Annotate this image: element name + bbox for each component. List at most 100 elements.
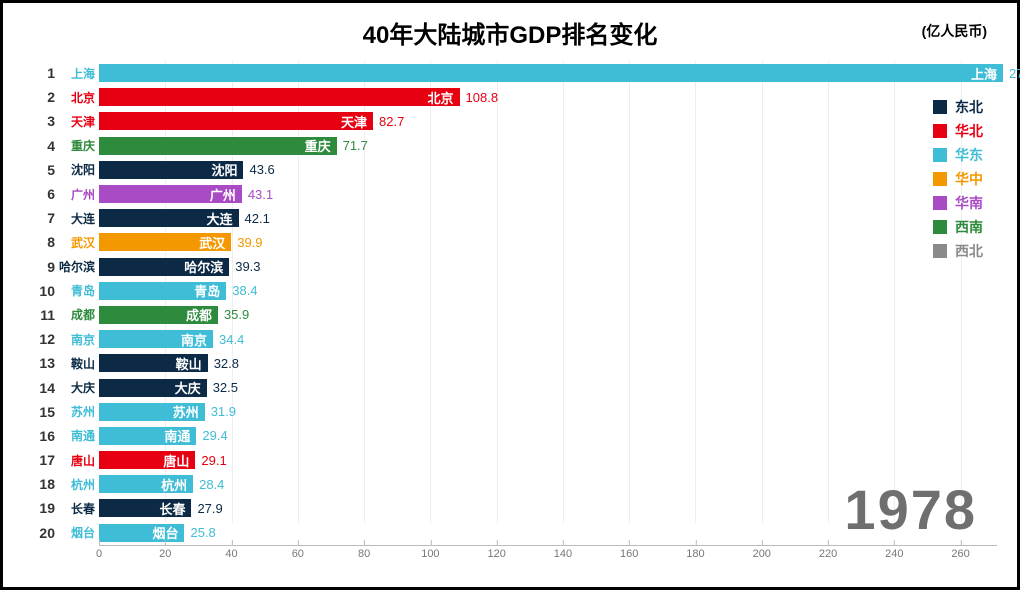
legend-item: 华北 xyxy=(933,119,983,143)
bar-value: 34.4 xyxy=(213,330,244,348)
bar: 哈尔滨 xyxy=(99,258,229,276)
city-label: 青岛 xyxy=(55,282,99,299)
bar-track: 苏州31.9 xyxy=(99,403,997,421)
x-tick: 40 xyxy=(225,542,237,560)
legend-item: 西南 xyxy=(933,215,983,239)
bar-track: 南通29.4 xyxy=(99,427,997,445)
rank-number: 19 xyxy=(31,500,55,516)
x-tick: 140 xyxy=(554,542,572,560)
x-tick: 100 xyxy=(421,542,439,560)
bar-track: 北京108.8 xyxy=(99,88,997,106)
bar-value: 43.6 xyxy=(243,161,274,179)
bar-value: 82.7 xyxy=(373,112,404,130)
city-label: 哈尔滨 xyxy=(55,258,99,275)
x-tick: 180 xyxy=(686,542,704,560)
rank-number: 10 xyxy=(31,283,55,299)
bar-value: 71.7 xyxy=(337,137,368,155)
bar-value: 39.9 xyxy=(231,233,262,251)
city-label: 成都 xyxy=(55,306,99,323)
legend-label: 华南 xyxy=(955,193,983,213)
legend-label: 华东 xyxy=(955,145,983,165)
city-label: 上海 xyxy=(55,65,99,82)
bar: 苏州 xyxy=(99,403,205,421)
bar-value: 32.5 xyxy=(207,379,238,397)
bar: 成都 xyxy=(99,306,218,324)
city-label: 武汉 xyxy=(55,234,99,251)
bar-value: 29.4 xyxy=(196,427,227,445)
legend-label: 华北 xyxy=(955,121,983,141)
bar: 南通 xyxy=(99,427,196,445)
bar-row: 14大庆大庆32.5 xyxy=(31,375,997,399)
bar-value: 25.8 xyxy=(184,524,215,542)
rank-number: 20 xyxy=(31,525,55,541)
legend-item: 华东 xyxy=(933,143,983,167)
x-axis: 020406080100120140160180200220240260 xyxy=(99,545,997,567)
bar-value: 272.8 xyxy=(1003,64,1020,82)
city-label: 广州 xyxy=(55,186,99,203)
bar-row: 16 南通南通29.4 xyxy=(31,424,997,448)
bar-track: 大庆32.5 xyxy=(99,379,997,397)
bar-row: 9哈尔滨哈尔滨39.3 xyxy=(31,255,997,279)
bar-value: 38.4 xyxy=(226,282,257,300)
rank-number: 16 xyxy=(31,428,55,444)
city-label: 沈阳 xyxy=(55,161,99,178)
rank-number: 17 xyxy=(31,452,55,468)
bar-row: 13鞍山鞍山32.8 xyxy=(31,351,997,375)
legend-swatch xyxy=(933,100,947,114)
city-label: 杭州 xyxy=(55,476,99,493)
bar-track: 重庆71.7 xyxy=(99,137,997,155)
legend-item: 华南 xyxy=(933,191,983,215)
x-tick: 220 xyxy=(819,542,837,560)
bar-row: 6广州广州43.1 xyxy=(31,182,997,206)
bar-track: 天津82.7 xyxy=(99,112,997,130)
x-tick: 80 xyxy=(358,542,370,560)
bar-value: 42.1 xyxy=(239,209,270,227)
bar-track: 武汉39.9 xyxy=(99,233,997,251)
bar-track: 成都35.9 xyxy=(99,306,997,324)
bar: 沈阳 xyxy=(99,161,243,179)
rank-number: 8 xyxy=(31,234,55,250)
rank-number: 11 xyxy=(31,307,55,323)
bar-row: 17唐山唐山29.1 xyxy=(31,448,997,472)
legend-label: 西北 xyxy=(955,241,983,261)
legend-swatch xyxy=(933,244,947,258)
bar: 烟台 xyxy=(99,524,184,542)
bar-value: 39.3 xyxy=(229,258,260,276)
x-tick: 200 xyxy=(753,542,771,560)
bar-row: 1上海上海272.8 xyxy=(31,61,997,85)
city-label: 大连 xyxy=(55,210,99,227)
bar-row: 5沈阳沈阳43.6 xyxy=(31,158,997,182)
bar-row: 10青岛青岛38.4 xyxy=(31,279,997,303)
rank-number: 3 xyxy=(31,113,55,129)
bar: 青岛 xyxy=(99,282,226,300)
bar-row: 12南京南京34.4 xyxy=(31,327,997,351)
bar: 唐山 xyxy=(99,451,195,469)
legend-label: 西南 xyxy=(955,217,983,237)
rank-number: 15 xyxy=(31,404,55,420)
x-tick: 160 xyxy=(620,542,638,560)
rank-number: 5 xyxy=(31,162,55,178)
rank-number: 14 xyxy=(31,380,55,396)
city-label: 苏州 xyxy=(55,403,99,420)
rank-number: 13 xyxy=(31,355,55,371)
legend-label: 华中 xyxy=(955,169,983,189)
bar-row: 4重庆重庆71.7 xyxy=(31,134,997,158)
legend-swatch xyxy=(933,124,947,138)
bar-value: 35.9 xyxy=(218,306,249,324)
city-label: 北京 xyxy=(55,89,99,106)
x-tick: 120 xyxy=(487,542,505,560)
bar-track: 大连42.1 xyxy=(99,209,997,227)
legend: 东北华北华东华中华南西南西北 xyxy=(933,95,983,263)
bar-row: 11成都成都35.9 xyxy=(31,303,997,327)
city-label: 南京 xyxy=(55,331,99,348)
legend-item: 西北 xyxy=(933,239,983,263)
bar: 北京 xyxy=(99,88,460,106)
x-tick: 260 xyxy=(951,542,969,560)
bars-container: 1上海上海272.82北京北京108.83天津天津82.74重庆重庆71.75沈… xyxy=(31,61,997,545)
bar-row: 15苏州苏州31.9 xyxy=(31,400,997,424)
year-label: 1978 xyxy=(844,477,977,542)
legend-swatch xyxy=(933,148,947,162)
rank-number: 12 xyxy=(31,331,55,347)
city-label: 鞍山 xyxy=(55,355,99,372)
bar-value: 108.8 xyxy=(460,88,499,106)
